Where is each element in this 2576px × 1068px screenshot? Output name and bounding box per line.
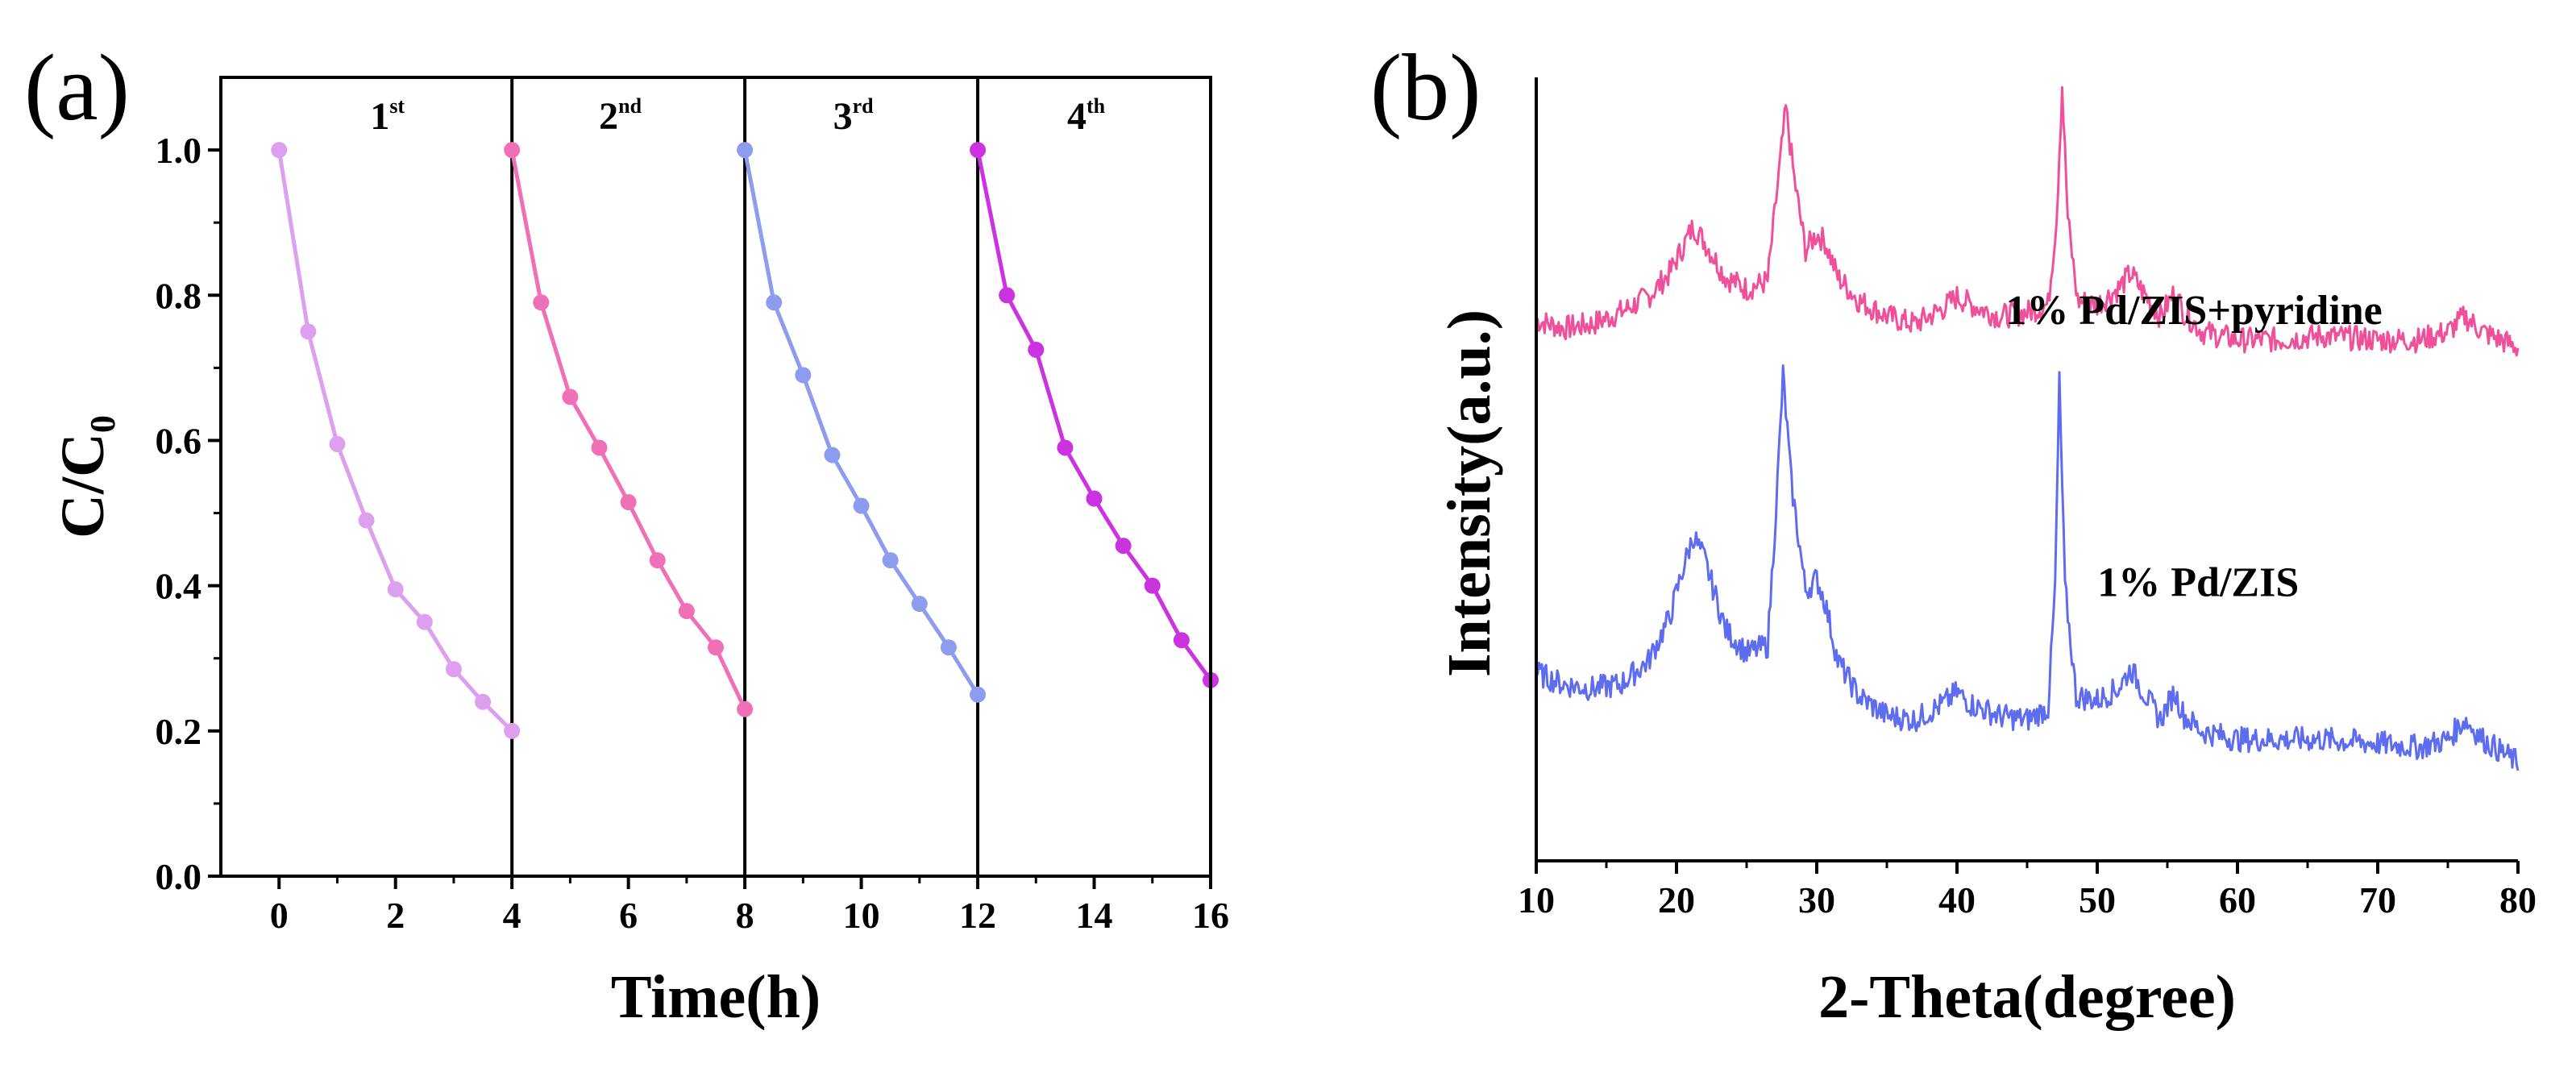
panel-a-plot-frame	[219, 76, 1212, 878]
series-line-4th	[975, 149, 1213, 682]
x-tick-label: 40	[1938, 879, 1976, 920]
data-point-2nd	[620, 494, 637, 511]
data-point-4th	[1057, 439, 1074, 456]
data-point-2nd	[678, 603, 695, 620]
data-point-1st	[329, 435, 346, 452]
panel-a-x-axis-title: Time(h)	[611, 963, 821, 1031]
cycle-labels: 1st 2nd 3rd 4th	[370, 94, 1105, 138]
x-tick-label: 12	[959, 895, 996, 936]
x-tick-label: 80	[2499, 879, 2537, 920]
series-line-1st	[276, 149, 513, 733]
data-point-3rd	[737, 142, 754, 159]
x-tick-label: 2	[386, 895, 405, 936]
x-tick-label: 60	[2219, 879, 2256, 920]
panel-a-ticks: 0 2 4 6 8 10 12 14 16 0.0 0.2 0.4 0.6 0.8 1.0	[156, 130, 1230, 936]
cycle-number: 4	[1067, 95, 1086, 138]
cycle-number: 3	[833, 95, 853, 138]
data-point-3rd	[853, 497, 870, 514]
data-point-1st	[475, 693, 492, 710]
cycle-superscript: nd	[618, 94, 642, 118]
cycle-label-3: 3rd	[833, 94, 875, 138]
y-tick-label: 0.6	[156, 420, 202, 461]
series-line-3rd	[742, 149, 980, 696]
series-line-2nd	[509, 149, 747, 710]
data-point-4th	[970, 142, 987, 159]
series-label-pyridine: 1% Pd/ZIS+pyridine	[2005, 288, 2382, 334]
data-point-3rd	[911, 596, 928, 613]
x-tick-label: 6	[619, 895, 638, 936]
data-point-2nd	[649, 552, 666, 569]
x-tick-label: 20	[1658, 879, 1695, 920]
data-point-1st	[300, 323, 317, 340]
data-point-1st	[504, 722, 521, 739]
panel-b-label: (b)	[1370, 35, 1481, 140]
data-point-4th	[1173, 632, 1190, 649]
x-tick-label: 0	[270, 895, 289, 936]
y-axis-title-subscript: 0	[83, 415, 123, 433]
x-tick-label: 16	[1192, 895, 1229, 936]
panel-a-chart: (a) 0 2 4 6 8 10 12 14 160.00.20.40.60.81.0 1st 2…	[24, 35, 1229, 1031]
data-point-2nd	[708, 639, 724, 656]
cycle-label-4: 4th	[1067, 94, 1106, 138]
y-tick-label: 0.0	[156, 856, 202, 897]
xrd-pattern-1% Pd/ZIS	[1535, 364, 2520, 771]
y-tick-label: 0.8	[156, 275, 202, 316]
data-point-1st	[445, 661, 462, 678]
data-point-3rd	[766, 294, 783, 311]
data-point-1st	[271, 142, 288, 159]
data-point-4th	[1144, 577, 1161, 594]
x-tick-label: 14	[1076, 895, 1113, 936]
x-tick-label: 70	[2359, 879, 2396, 920]
data-point-2nd	[591, 439, 608, 456]
data-point-4th	[999, 287, 1016, 304]
series-label-pd-zis: 1% Pd/ZIS	[2097, 559, 2299, 605]
cycle-label-1: 1st	[370, 94, 405, 138]
y-axis-title-main: C/C	[49, 433, 117, 538]
x-tick-label: 10	[1518, 879, 1555, 920]
panel-a-y-axis-title: C/C0	[49, 415, 123, 538]
panel-a-label: (a)	[24, 35, 130, 140]
y-tick-label: 0.2	[156, 711, 202, 752]
y-tick-label: 0.4	[156, 566, 202, 607]
panel-b-ticks: 10 20 30 40 50 60 70 80	[1518, 861, 2537, 920]
data-point-2nd	[504, 142, 521, 159]
data-point-3rd	[970, 686, 987, 703]
data-point-1st	[358, 512, 375, 529]
panel-b-x-axis-title: 2-Theta(degree)	[1818, 963, 2236, 1031]
cycle-dividers	[510, 77, 980, 876]
data-point-2nd	[562, 389, 579, 405]
data-point-2nd	[533, 294, 550, 311]
cycle-superscript: rd	[853, 94, 875, 118]
data-point-1st	[416, 613, 433, 630]
data-point-4th	[1115, 538, 1132, 555]
panel-b-series-labels: 1% Pd/ZIS+pyridine 1% Pd/ZIS	[2005, 288, 2382, 605]
x-tick-label: 30	[1798, 879, 1835, 920]
cycle-number: 2	[599, 95, 618, 138]
panel-b-y-axis-title: Intensity(a.u.)	[1435, 310, 1503, 677]
xrd-pattern-1% Pd/ZIS+pyridine	[1535, 85, 2520, 357]
x-tick-label: 10	[843, 895, 880, 936]
data-point-3rd	[882, 552, 899, 569]
cycle-label-2: 2nd	[599, 94, 642, 138]
x-tick-label: 4	[503, 895, 521, 936]
cycle-superscript: th	[1086, 94, 1106, 118]
panel-b-series-group	[1535, 85, 2520, 771]
x-tick-label: 8	[736, 895, 754, 936]
cycle-superscript: st	[389, 94, 405, 118]
data-point-4th	[1086, 490, 1103, 507]
data-point-3rd	[795, 367, 812, 384]
data-point-1st	[387, 581, 404, 598]
panel-a-series-group	[271, 142, 1219, 739]
data-point-3rd	[940, 639, 957, 656]
cycle-number: 1	[370, 95, 389, 138]
y-tick-label: 1.0	[156, 130, 202, 171]
x-tick-label: 50	[2079, 879, 2116, 920]
panel-b-chart: (b) 10 20 30 40 50 60 70 80 1% Pd/ZIS+pyridine1…	[1370, 35, 2537, 1031]
data-point-3rd	[824, 447, 841, 463]
data-point-2nd	[737, 700, 754, 717]
data-point-4th	[1028, 341, 1045, 358]
